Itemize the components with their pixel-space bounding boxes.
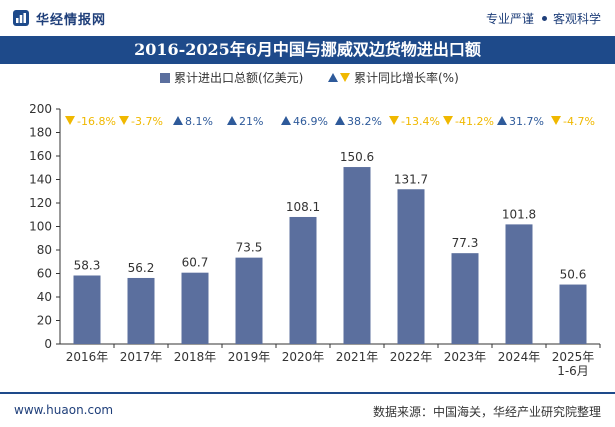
growth-up-triangle-icon [497,116,507,125]
growth-down-triangle-icon [443,116,453,125]
bar-chart: 累计进出口总额(亿美元) 累计同比增长率(%) 0 20 40 60 80 100 120 140… [29,70,601,378]
brand: 华经情报网 [12,8,106,28]
growth-value-label: -13.4% [401,115,440,128]
y-tick-label: 200 [29,102,52,116]
y-tick-label: 80 [37,243,52,257]
tagline: 专业严谨 客观科学 [486,10,601,27]
chart-area: 累计进出口总额(亿美元) 累计同比增长率(%) 0 20 40 60 80 100 120 140… [0,64,615,392]
growth-up-triangle-icon [335,116,345,125]
bar-value-label: 131.7 [394,172,428,186]
bar-value-label: 58.3 [74,258,101,272]
growth-value-label: -41.2% [455,115,494,128]
growth-down-triangle-icon [551,116,561,125]
footer: www.huaon.com 数据来源：中国海关，华经产业研究院整理 [0,392,615,427]
growth-value-label: 31.7% [509,115,544,128]
x-tick-label: 2023年 [444,350,487,364]
bar-value-label: 101.8 [502,207,536,221]
bar-value-label: 60.7 [182,256,209,270]
growth-value-label: 21% [239,115,263,128]
bar-value-label: 73.5 [236,241,263,255]
growth-down-triangle-icon [389,116,399,125]
x-tick-label: 2022年 [390,350,433,364]
bar [505,224,533,344]
y-tick-label: 160 [29,149,52,163]
bar-value-label: 50.6 [560,268,587,282]
y-tick-label: 40 [37,290,52,304]
growth-up-triangle-icon [281,116,291,125]
x-tick-label: 2019年 [228,350,271,364]
legend-up-triangle-icon [328,73,338,82]
brand-name: 华经情报网 [36,12,107,28]
y-tick-label: 100 [29,220,52,234]
y-tick-label: 60 [37,267,52,281]
growth-down-triangle-icon [119,116,129,125]
bar [451,253,479,344]
bar-value-label: 56.2 [128,261,155,275]
growth-up-triangle-icon [173,116,183,125]
y-tick-label: 20 [37,314,52,328]
top-bar: 华经情报网 专业严谨 客观科学 [0,0,615,36]
x-tick-label: 2024年 [498,350,541,364]
growth-value-label: -4.7% [563,115,595,128]
bar [397,189,425,344]
growth-value-label: 38.2% [347,115,382,128]
x-tick-label: 2016年 [66,350,109,364]
brand-logo-icon [13,10,29,26]
x-tick-label: 1-6月 [557,364,589,378]
tagline-right: 客观科学 [552,12,601,26]
bar-value-label: 150.6 [340,150,374,164]
growth-value-label: 8.1% [185,115,213,128]
growth-value-label: 46.9% [293,115,328,128]
tagline-left: 专业严谨 [485,12,534,26]
bar [559,284,587,344]
bar [235,257,263,344]
x-tick-label: 2017年 [120,350,163,364]
bar [343,167,371,344]
bar-value-label: 108.1 [286,200,320,214]
x-tick-label: 2021年 [336,350,379,364]
chart-legend: 累计进出口总额(亿美元) 累计同比增长率(%) [160,70,459,85]
bar [289,216,317,344]
bar [181,272,209,344]
legend-down-triangle-icon [340,73,350,82]
website-link[interactable]: www.huaon.com [14,403,114,417]
bar-value-label: 77.3 [452,236,479,250]
y-tick-label: 180 [29,126,52,140]
y-tick-label: 140 [29,173,52,187]
growth-value-label: -16.8% [77,115,116,128]
x-tick-label: 2025年 [552,350,595,364]
legend-label-growth: 累计同比增长率(%) [354,70,459,85]
x-tick-label: 2018年 [174,350,217,364]
legend-label-total: 累计进出口总额(亿美元) [174,70,303,85]
tagline-dot-icon [541,16,547,21]
legend-swatch-bar [160,73,170,83]
y-tick-label: 0 [44,337,52,351]
growth-down-triangle-icon [65,116,75,125]
chart-title: 2016-2025年6月中国与挪威双边货物进出口额 [134,40,481,59]
growth-up-triangle-icon [227,116,237,125]
data-source: 数据来源：中国海关，华经产业研究院整理 [372,405,601,419]
growth-value-label: -3.7% [131,115,163,128]
bar [73,275,101,344]
title-band: 2016-2025年6月中国与挪威双边货物进出口额 [0,36,615,64]
x-tick-label: 2020年 [282,350,325,364]
bar [127,277,155,344]
y-tick-label: 120 [29,196,52,210]
